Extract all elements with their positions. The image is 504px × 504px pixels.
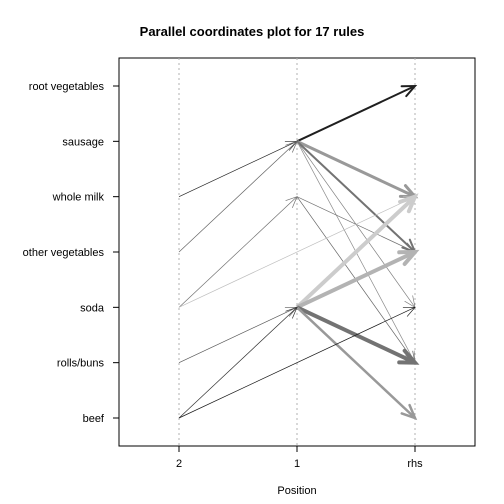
rule-arrowhead	[397, 348, 420, 365]
rule-line	[296, 139, 416, 199]
rule-arrowhead	[398, 193, 419, 214]
rule-2	[296, 139, 419, 199]
rule-13	[296, 249, 420, 310]
rule-line	[178, 196, 298, 308]
rule-line	[295, 195, 417, 309]
rule-7	[178, 140, 298, 253]
rule-line	[296, 306, 416, 419]
x-axis-label: Position	[277, 485, 316, 497]
rule-arrowhead	[397, 249, 420, 266]
rule-line	[178, 307, 298, 363]
rule-3	[296, 140, 417, 254]
rule-16	[178, 306, 298, 363]
rule-12	[295, 193, 419, 309]
rule-17	[178, 306, 298, 419]
rule-line	[178, 141, 298, 197]
rule-arrowhead	[402, 306, 416, 317]
rule-10	[178, 196, 298, 308]
y-tick-label: rolls/buns	[57, 358, 105, 370]
rule-18	[178, 306, 416, 419]
rule-line	[178, 196, 416, 308]
x-tick-label: 2	[176, 458, 182, 470]
rule-line	[296, 250, 416, 310]
chart-title: Parallel coordinates plot for 17 rules	[140, 24, 365, 39]
rule-line	[296, 140, 416, 253]
y-tick-label: other vegetables	[23, 247, 105, 259]
y-tick-label: soda	[80, 302, 105, 314]
rule-arrowhead	[285, 140, 298, 153]
rule-6	[178, 140, 298, 197]
x-tick-label: 1	[294, 458, 300, 470]
y-tick-label: sausage	[62, 136, 104, 148]
rule-line	[296, 85, 416, 143]
rule-arrowhead	[285, 196, 298, 208]
rule-arrowhead	[285, 306, 298, 319]
y-tick-label: root vegetables	[29, 81, 105, 93]
rule-line	[178, 307, 298, 419]
rule-line	[178, 307, 416, 419]
x-tick-label: rhs	[407, 458, 423, 470]
y-tick-label: beef	[83, 413, 105, 425]
y-tick-label: whole milk	[52, 192, 105, 204]
rule-15	[296, 306, 418, 421]
rule-arrowhead	[400, 403, 418, 421]
rule-line	[178, 141, 298, 253]
rule-arrowhead	[400, 84, 418, 98]
rule-1	[296, 84, 418, 143]
